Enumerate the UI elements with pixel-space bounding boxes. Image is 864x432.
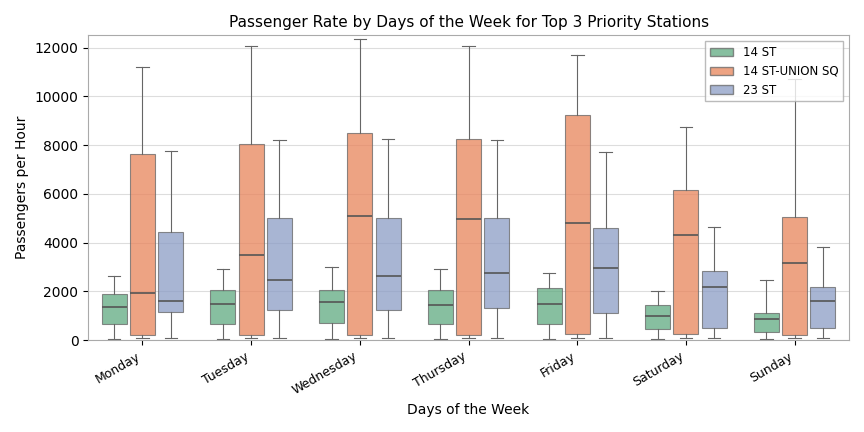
PathPatch shape [782, 217, 807, 335]
PathPatch shape [428, 290, 453, 324]
PathPatch shape [267, 218, 292, 310]
PathPatch shape [702, 271, 727, 328]
PathPatch shape [673, 190, 698, 334]
PathPatch shape [238, 144, 264, 335]
PathPatch shape [537, 288, 562, 324]
PathPatch shape [645, 305, 670, 329]
Y-axis label: Passengers per Hour: Passengers per Hour [15, 116, 29, 260]
PathPatch shape [376, 218, 401, 310]
PathPatch shape [319, 290, 344, 323]
PathPatch shape [485, 218, 510, 308]
PathPatch shape [158, 232, 183, 312]
PathPatch shape [810, 286, 835, 328]
Title: Passenger Rate by Days of the Week for Top 3 Priority Stations: Passenger Rate by Days of the Week for T… [228, 15, 708, 30]
PathPatch shape [347, 133, 372, 335]
Legend: 14 ST, 14 ST-UNION SQ, 23 ST: 14 ST, 14 ST-UNION SQ, 23 ST [705, 41, 843, 102]
PathPatch shape [754, 313, 778, 332]
X-axis label: Days of the Week: Days of the Week [408, 403, 530, 417]
PathPatch shape [565, 114, 590, 334]
PathPatch shape [211, 290, 235, 324]
PathPatch shape [130, 154, 155, 335]
PathPatch shape [456, 139, 481, 335]
PathPatch shape [593, 228, 618, 313]
PathPatch shape [102, 294, 127, 324]
